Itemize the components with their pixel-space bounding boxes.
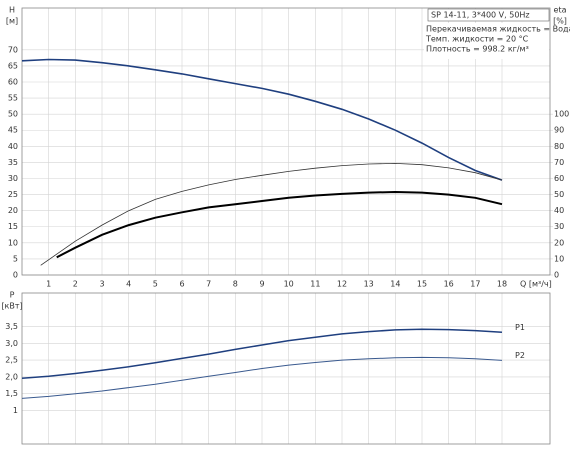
- y-tick-label: 70: [8, 45, 18, 54]
- y-tick-label: 15: [8, 222, 18, 231]
- y-tick-label: 30: [8, 174, 18, 183]
- annotation: Перекачиваемая жидкость = Вода: [426, 25, 570, 34]
- y-axis-unit: [м]: [6, 17, 18, 26]
- y-axis-unit: [кВт]: [1, 302, 22, 311]
- info-box: [427, 8, 550, 22]
- y2-axis-unit: [%]: [553, 17, 567, 26]
- x-tick-label: 2: [73, 280, 78, 289]
- y2-tick-label: 70: [554, 158, 564, 167]
- y-axis-label: P: [10, 291, 15, 300]
- y-tick-label: 65: [8, 61, 18, 70]
- y-tick-label: 2,5: [5, 356, 18, 365]
- plot-frame: [21, 292, 551, 445]
- y-tick-label: 5: [13, 254, 18, 263]
- curve: [40, 162, 503, 266]
- x-tick-label: 8: [233, 280, 238, 289]
- y-tick-label: 3,0: [5, 339, 18, 348]
- x-tick-label: 17: [470, 280, 480, 289]
- y-tick-label: 1: [13, 406, 18, 415]
- curve: [21, 328, 503, 379]
- x-tick-label: 16: [444, 280, 454, 289]
- y2-axis-label: eta: [554, 6, 567, 15]
- y-axis-label: H: [9, 6, 15, 15]
- x-tick-label: 12: [337, 280, 347, 289]
- info-bg: [424, 23, 549, 59]
- annotation: Темп. жидкости = 20 °C: [425, 35, 529, 44]
- y-tick-label: 10: [8, 238, 18, 247]
- y2-tick-label: 40: [554, 206, 564, 215]
- y-tick-label: 55: [8, 94, 18, 103]
- y2-tick-label: 80: [554, 142, 564, 151]
- y-tick-label: 20: [8, 206, 18, 215]
- x-tick-label: 4: [126, 280, 131, 289]
- y2-tick-label: 60: [554, 174, 564, 183]
- x-tick-label: 6: [179, 280, 184, 289]
- series-label: P1: [515, 323, 525, 332]
- y-tick-label: 0: [13, 271, 18, 280]
- y-tick-label: 45: [8, 126, 18, 135]
- chart-title: SP 14-11, 3*400 V, 50Hz: [431, 11, 530, 20]
- annotation: Плотность = 998.2 кг/м³: [426, 45, 529, 54]
- y2-tick-label: 30: [554, 222, 564, 231]
- y2-tick-label: 90: [554, 126, 564, 135]
- y2-tick-label: 100: [554, 110, 569, 119]
- plot-frame: [21, 7, 551, 276]
- x-tick-label: 5: [153, 280, 158, 289]
- curve: [21, 58, 503, 181]
- y2-tick-label: 20: [554, 238, 564, 247]
- x-tick-label: 13: [364, 280, 374, 289]
- y2-tick-label: 50: [554, 190, 564, 199]
- curve: [21, 356, 503, 399]
- y-tick-label: 50: [8, 110, 18, 119]
- y-tick-label: 1,5: [5, 389, 18, 398]
- x-tick-label: 11: [310, 280, 320, 289]
- curve: [56, 190, 503, 259]
- series-label: P2: [515, 351, 525, 360]
- y-tick-label: 35: [8, 158, 18, 167]
- y-tick-label: 3,5: [5, 322, 18, 331]
- x-tick-label: 1: [46, 280, 51, 289]
- x-tick-label: 10: [284, 280, 294, 289]
- y2-tick-label: 10: [554, 254, 564, 263]
- x-tick-label: 9: [259, 280, 264, 289]
- x-tick-label: 14: [390, 280, 400, 289]
- x-tick-label: 15: [417, 280, 427, 289]
- y-tick-label: 2,0: [5, 372, 18, 381]
- x-tick-label: 7: [206, 280, 211, 289]
- x-axis-label: Q [м³/ч]: [520, 280, 552, 289]
- x-tick-label: 3: [99, 280, 104, 289]
- y-tick-label: 25: [8, 190, 18, 199]
- y-tick-label: 40: [8, 142, 18, 151]
- y-tick-label: 60: [8, 77, 18, 86]
- y2-tick-label: 0: [554, 271, 559, 280]
- x-tick-label: 18: [497, 280, 507, 289]
